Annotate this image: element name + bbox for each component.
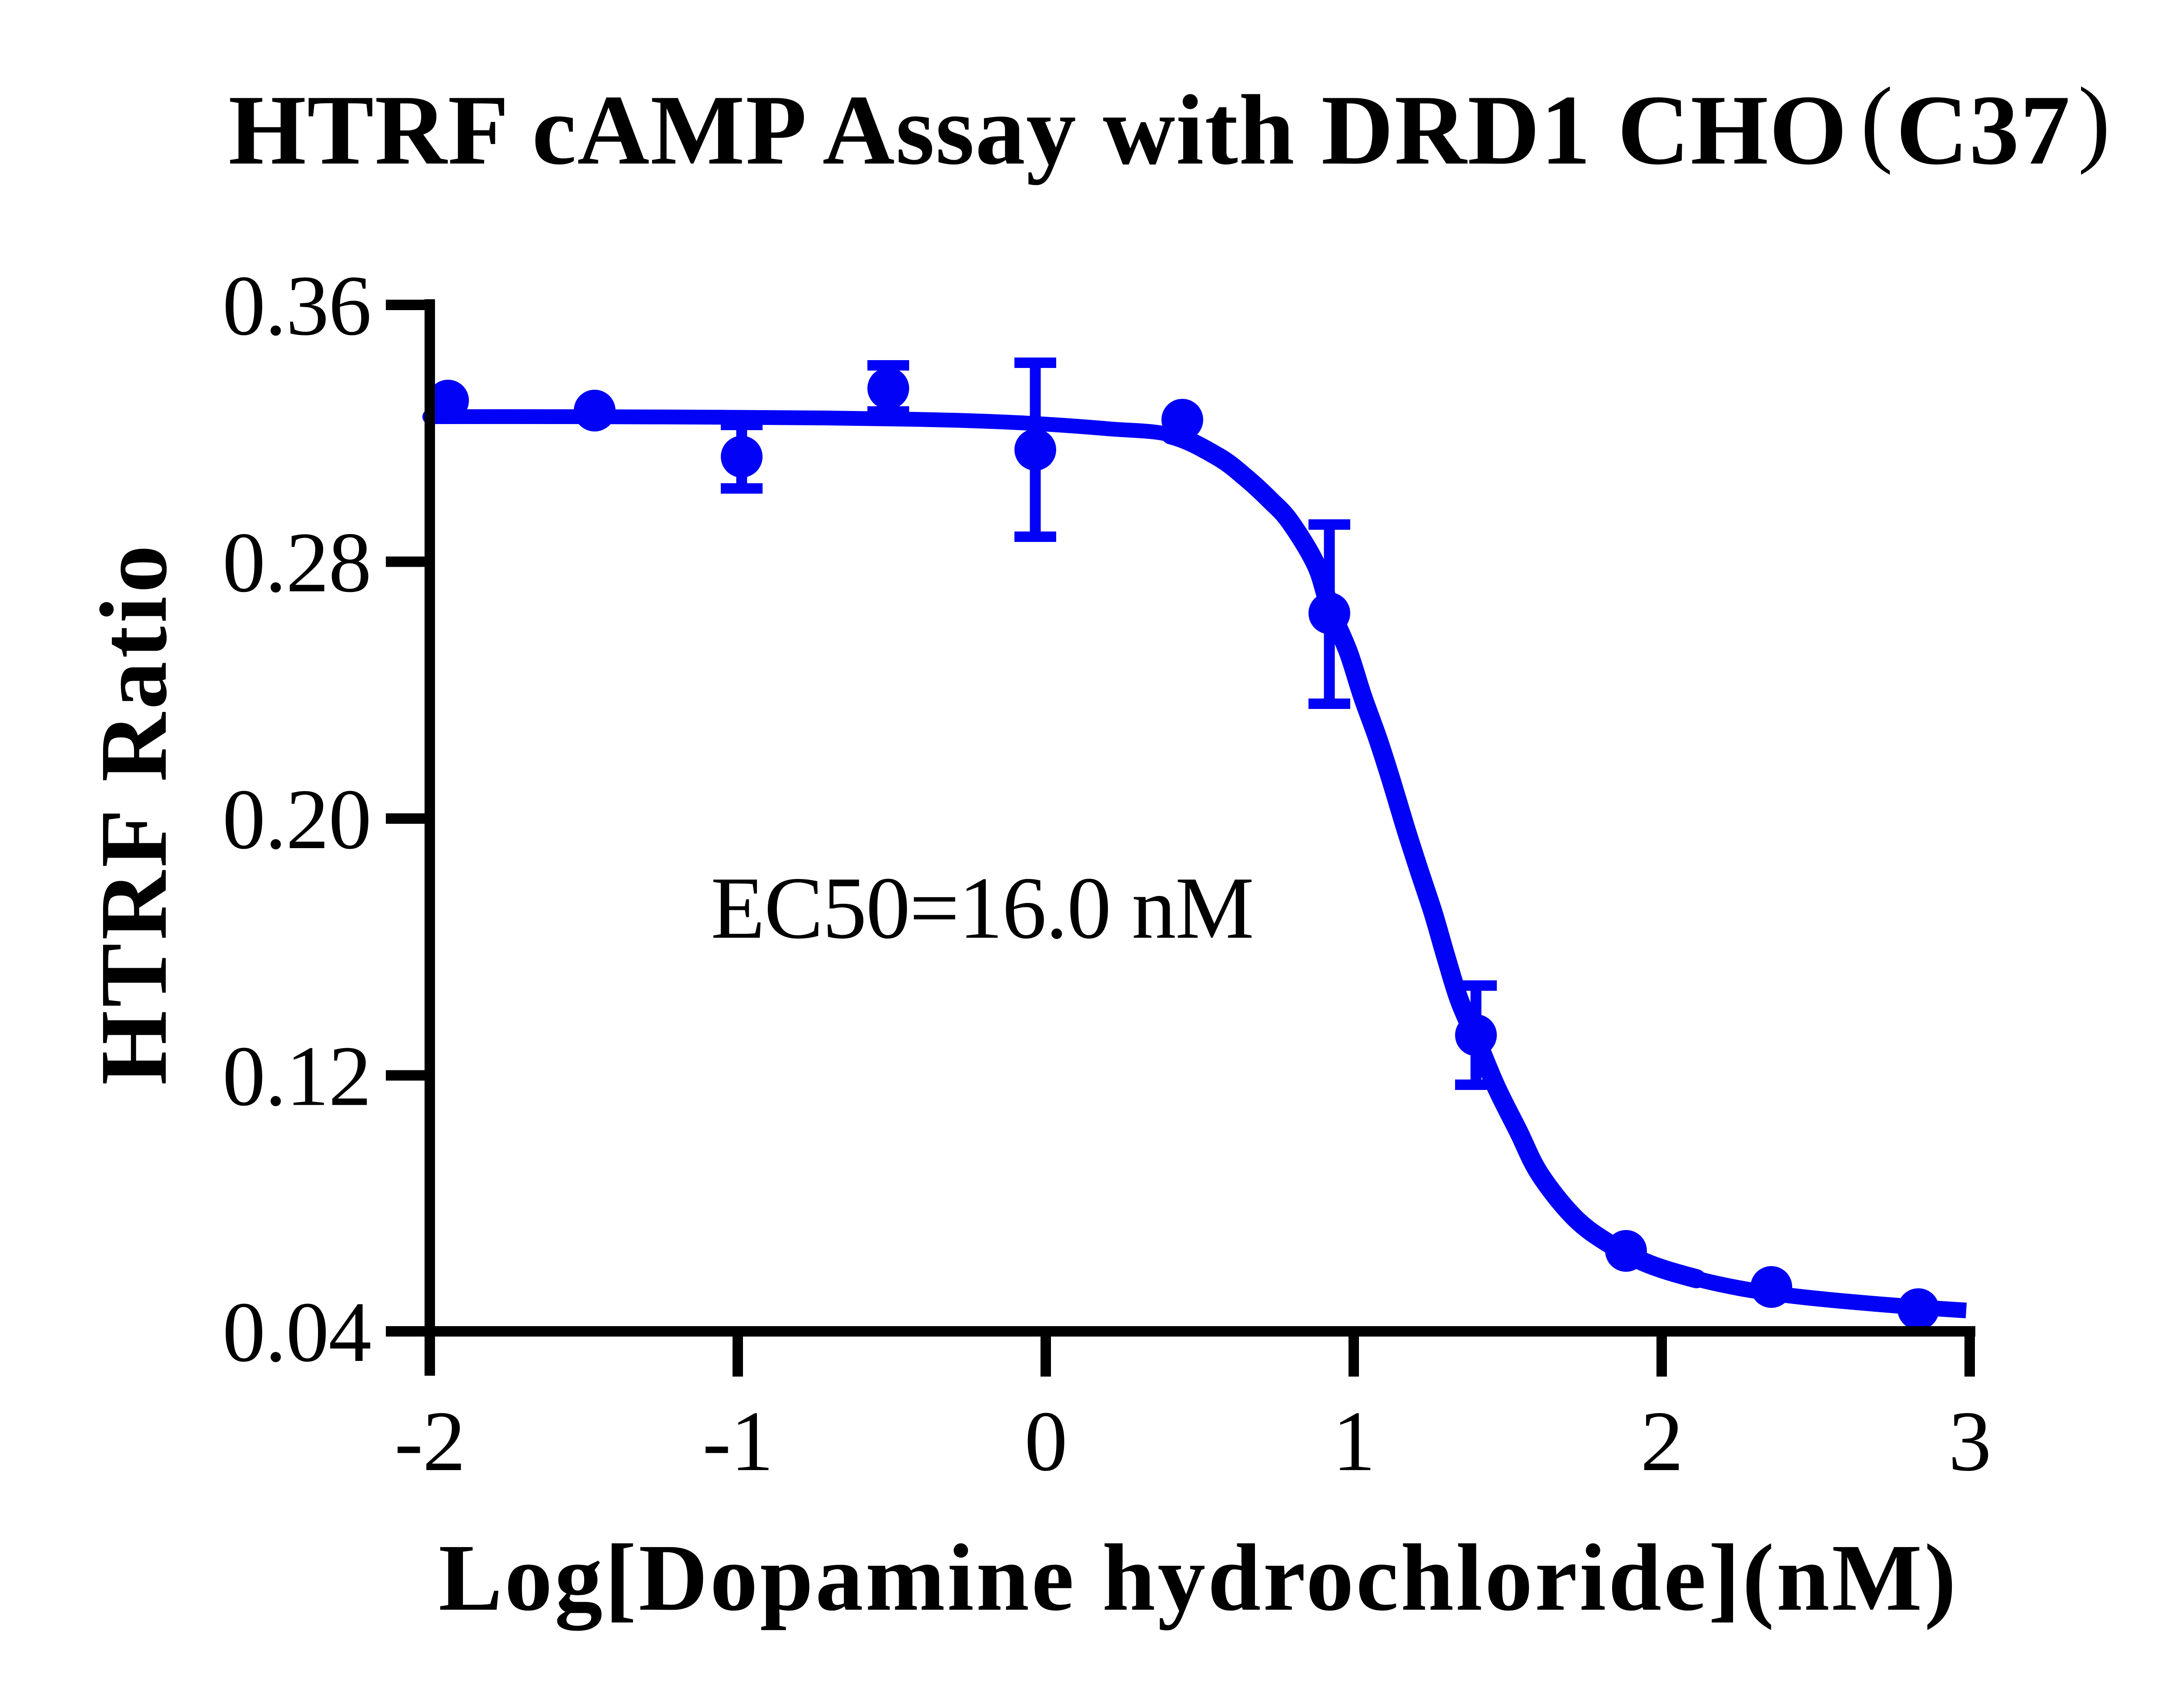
svg-text:0: 0 — [1024, 1394, 1067, 1489]
svg-text:2: 2 — [1640, 1394, 1683, 1489]
svg-text:0.20: 0.20 — [222, 772, 371, 867]
svg-text:0.12: 0.12 — [222, 1029, 371, 1124]
svg-text:-2: -2 — [395, 1394, 465, 1489]
svg-text:0.28: 0.28 — [222, 515, 371, 610]
svg-text:0.04: 0.04 — [222, 1284, 371, 1380]
svg-text:-1: -1 — [703, 1394, 773, 1489]
svg-text:HTRF Ratio: HTRF Ratio — [80, 541, 187, 1085]
svg-text:0.36: 0.36 — [222, 258, 371, 353]
svg-text:HTRF cAMP Assay with DRD1 CHO(: HTRF cAMP Assay with DRD1 CHO (C37) — [228, 67, 2110, 185]
svg-text:3: 3 — [1948, 1394, 1991, 1489]
svg-text:1: 1 — [1332, 1394, 1375, 1489]
svg-text:EC50=16.0 nM: EC50=16.0 nM — [711, 859, 1253, 957]
svg-text:Log[Dopamine hydrochloride](nM: Log[Dopamine hydrochloride](nM) — [438, 1524, 1958, 1631]
